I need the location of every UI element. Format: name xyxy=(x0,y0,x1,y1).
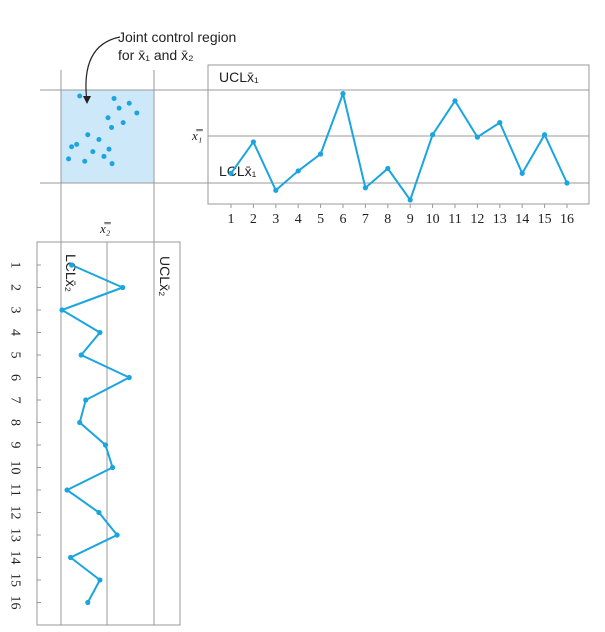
joint-region-point xyxy=(96,137,102,143)
x1-data-point xyxy=(250,139,256,145)
joint-control-region xyxy=(61,90,154,183)
x1-data-point xyxy=(273,187,279,193)
joint-region-point xyxy=(69,144,75,150)
x1-series-line xyxy=(230,90,568,203)
x2-data-point xyxy=(77,419,83,426)
x1-tick-label: 14 xyxy=(515,212,529,227)
guide-lines xyxy=(40,70,589,625)
x2-tick-label: 13 xyxy=(8,528,23,542)
x2-data-point xyxy=(85,599,91,606)
ucl-x2-label: UCLx̄₂ xyxy=(157,256,173,296)
x1-tick-label: 13 xyxy=(493,212,507,227)
x2-chart-frame xyxy=(36,241,181,626)
annotation-line-2: for x̄₁ and x̄₂ xyxy=(118,47,194,63)
x2-data-point xyxy=(114,532,120,538)
x2-tick-label: 3 xyxy=(8,307,23,314)
x1-data-point xyxy=(474,134,480,140)
x2-tick-label: 10 xyxy=(8,461,23,475)
x1-tick-label: 5 xyxy=(317,212,324,227)
x2-tick-label: 12 xyxy=(8,506,23,520)
x1bar-axis-symbol: x̿₁ xyxy=(191,128,204,143)
x1-data-point xyxy=(228,170,234,176)
annotation-line-1: Joint control region xyxy=(118,29,236,45)
annotation-arrow xyxy=(85,36,121,103)
x2-tick-label: 8 xyxy=(8,419,23,426)
x1-data-point xyxy=(295,168,301,174)
joint-region-point xyxy=(66,156,72,162)
ucl-x1-label: UCLx̄₁ xyxy=(219,69,259,85)
x1-tick-label: 8 xyxy=(384,212,391,227)
x2-data-point xyxy=(120,284,126,291)
x2-data-point xyxy=(109,464,116,471)
joint-region-point xyxy=(120,120,126,126)
joint-region-point xyxy=(109,124,115,130)
x1-tick-label: 16 xyxy=(560,212,574,227)
x2-data-point xyxy=(102,442,109,448)
x2-tick-label: 6 xyxy=(8,374,23,381)
x2-tick-label: 15 xyxy=(8,573,23,587)
joint-region-point xyxy=(109,161,115,167)
x1-data-point xyxy=(519,170,525,176)
joint-region-point xyxy=(101,153,107,159)
x1-data-point xyxy=(452,98,458,104)
lcl-x1-label: LCLx̄₁ xyxy=(219,163,257,179)
x1-data-point xyxy=(318,151,324,157)
x2-data-point xyxy=(64,487,70,493)
x2-data-point xyxy=(59,307,65,313)
x2-tick-label: 9 xyxy=(8,442,23,449)
x1-data-point xyxy=(385,165,391,172)
joint-region-point xyxy=(77,93,83,99)
joint-region-point xyxy=(74,141,80,147)
x1-tick-label: 7 xyxy=(362,212,369,227)
joint-region-point xyxy=(111,95,117,101)
x1-data-point xyxy=(362,185,368,191)
x1-tick-label: 6 xyxy=(340,212,347,227)
x1-data-point xyxy=(564,180,570,186)
x2-tick-label: 4 xyxy=(8,329,23,336)
joint-region-point xyxy=(82,158,88,164)
x2-tick-label: 11 xyxy=(8,483,23,496)
x2-series-line xyxy=(59,264,132,603)
x1-tick-label: 4 xyxy=(295,212,302,227)
x1-tick-label: 12 xyxy=(470,212,484,227)
x2-data-point xyxy=(126,374,132,381)
joint-region-point xyxy=(134,110,140,116)
annotation-arrowhead xyxy=(83,96,91,104)
x2-data-point xyxy=(78,352,84,358)
x1-data-point xyxy=(340,91,346,97)
x1-data-point xyxy=(407,197,413,203)
x2-data-point xyxy=(97,577,103,583)
x2-data-point xyxy=(96,509,102,516)
x2-data-point xyxy=(97,329,103,336)
joint-region-point xyxy=(105,115,111,121)
x2-tick-label: 16 xyxy=(8,596,23,610)
x2-tick-label: 14 xyxy=(8,551,23,565)
joint-region-point xyxy=(85,132,91,138)
x2-tick-label: 5 xyxy=(8,352,23,359)
joint-region-point xyxy=(106,146,112,152)
x1-data-point xyxy=(542,132,548,138)
x2-data-point xyxy=(83,397,89,403)
joint-region-point xyxy=(116,105,122,111)
x1-tick-label: 3 xyxy=(272,212,279,227)
joint-region-point xyxy=(126,100,132,106)
x2bar-axis-symbol: x̿₂ xyxy=(99,221,112,236)
x2-tick-label: 2 xyxy=(8,284,23,291)
x2-tick-label: 1 xyxy=(8,262,23,269)
x2-data-point xyxy=(68,554,74,561)
x1-chart-frame xyxy=(207,64,590,205)
x1-tick-label: 10 xyxy=(426,212,440,227)
x2-data-point xyxy=(69,262,75,268)
x2-tick-label: 7 xyxy=(8,397,23,404)
x1-tick-label: 2 xyxy=(250,212,257,227)
joint-region-point xyxy=(90,149,96,155)
x1-data-point xyxy=(497,120,503,126)
x1-tick-label: 11 xyxy=(448,212,461,227)
lcl-x2-label: LCLx̄₂ xyxy=(63,254,79,292)
x1-tick-label: 15 xyxy=(538,212,552,227)
x1-tick-label: 9 xyxy=(407,212,414,227)
x1-data-point xyxy=(430,132,436,138)
x1-tick-label: 1 xyxy=(228,212,235,227)
